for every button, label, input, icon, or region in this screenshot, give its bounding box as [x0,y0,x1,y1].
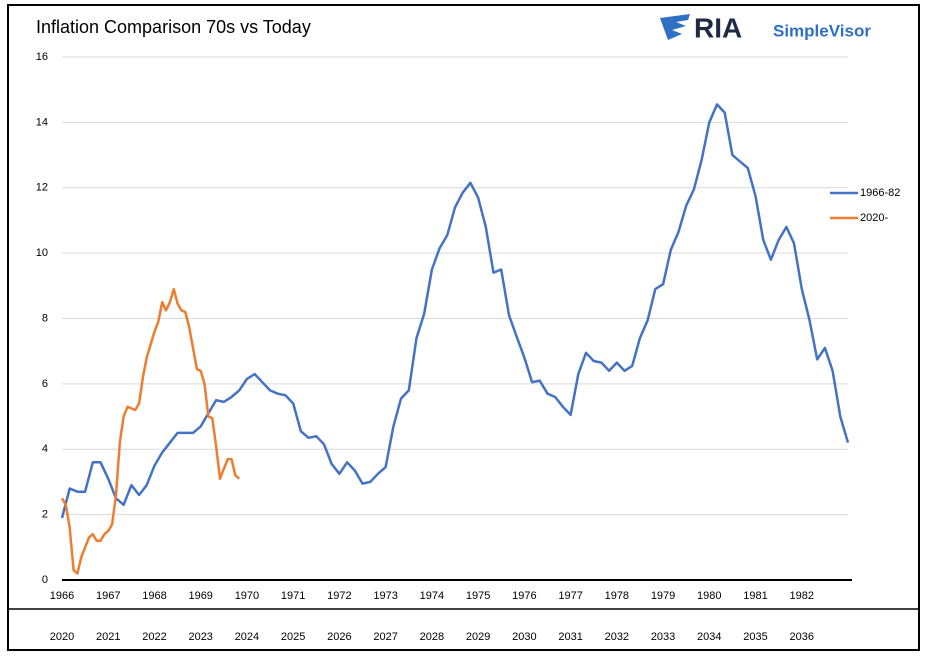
x-tick-label: 1981 [743,590,767,602]
x2-tick-label: 2022 [142,631,166,643]
frame [7,4,920,651]
logo-mark: RIA [694,12,742,43]
legend-label: 2020- [860,212,888,224]
x2-tick-label: 2034 [697,631,721,643]
x2-tick-label: 2035 [743,631,767,643]
y-tick-label: 14 [36,116,48,128]
x-tick-label: 1975 [466,590,490,602]
y-tick-label: 2 [42,509,48,521]
x2-tick-label: 2031 [558,631,582,643]
x2-tick-label: 2036 [790,631,814,643]
x2-tick-label: 2026 [327,631,351,643]
x-tick-label: 1968 [142,590,166,602]
x-tick-label: 1973 [373,590,397,602]
x2-tick-label: 2028 [420,631,444,643]
logo-name: SimpleVisor [773,21,871,40]
legend-label: 1966-82 [860,187,900,199]
y-tick-label: 8 [42,312,48,324]
y-tick-label: 12 [36,182,48,194]
y-tick-label: 16 [36,51,48,63]
line-series [60,287,241,575]
x-tick-label: 1966 [50,590,74,602]
x2-tick-label: 2020 [50,631,74,643]
x2-tick-label: 2021 [96,631,120,643]
x2-tick-label: 2030 [512,631,536,643]
x-tick-label: 1977 [558,590,582,602]
line-series [60,103,850,519]
chart-title: Inflation Comparison 70s vs Today [36,17,311,37]
y-tick-label: 10 [36,247,48,259]
y-tick-label: 6 [42,378,48,390]
x2-tick-label: 2033 [651,631,675,643]
x2-tick-label: 2024 [235,631,259,643]
x-tick-label: 1976 [512,590,536,602]
x-tick-label: 1971 [281,590,305,602]
x-tick-label: 1970 [235,590,259,602]
x2-tick-label: 2027 [373,631,397,643]
x-tick-label: 1979 [651,590,675,602]
x-tick-label: 1982 [790,590,814,602]
x2-tick-label: 2023 [188,631,212,643]
y-tick-label: 0 [42,574,48,586]
x2-tick-label: 2029 [466,631,490,643]
x2-tick-label: 2032 [605,631,629,643]
x-tick-label: 1972 [327,590,351,602]
x2-tick-label: 2025 [281,631,305,643]
x-tick-label: 1967 [96,590,120,602]
x-tick-label: 1980 [697,590,721,602]
y-tick-label: 4 [42,443,48,455]
x-tick-label: 1974 [420,590,444,602]
x-tick-label: 1978 [605,590,629,602]
x-tick-label: 1969 [188,590,212,602]
logo-icon [660,14,690,40]
